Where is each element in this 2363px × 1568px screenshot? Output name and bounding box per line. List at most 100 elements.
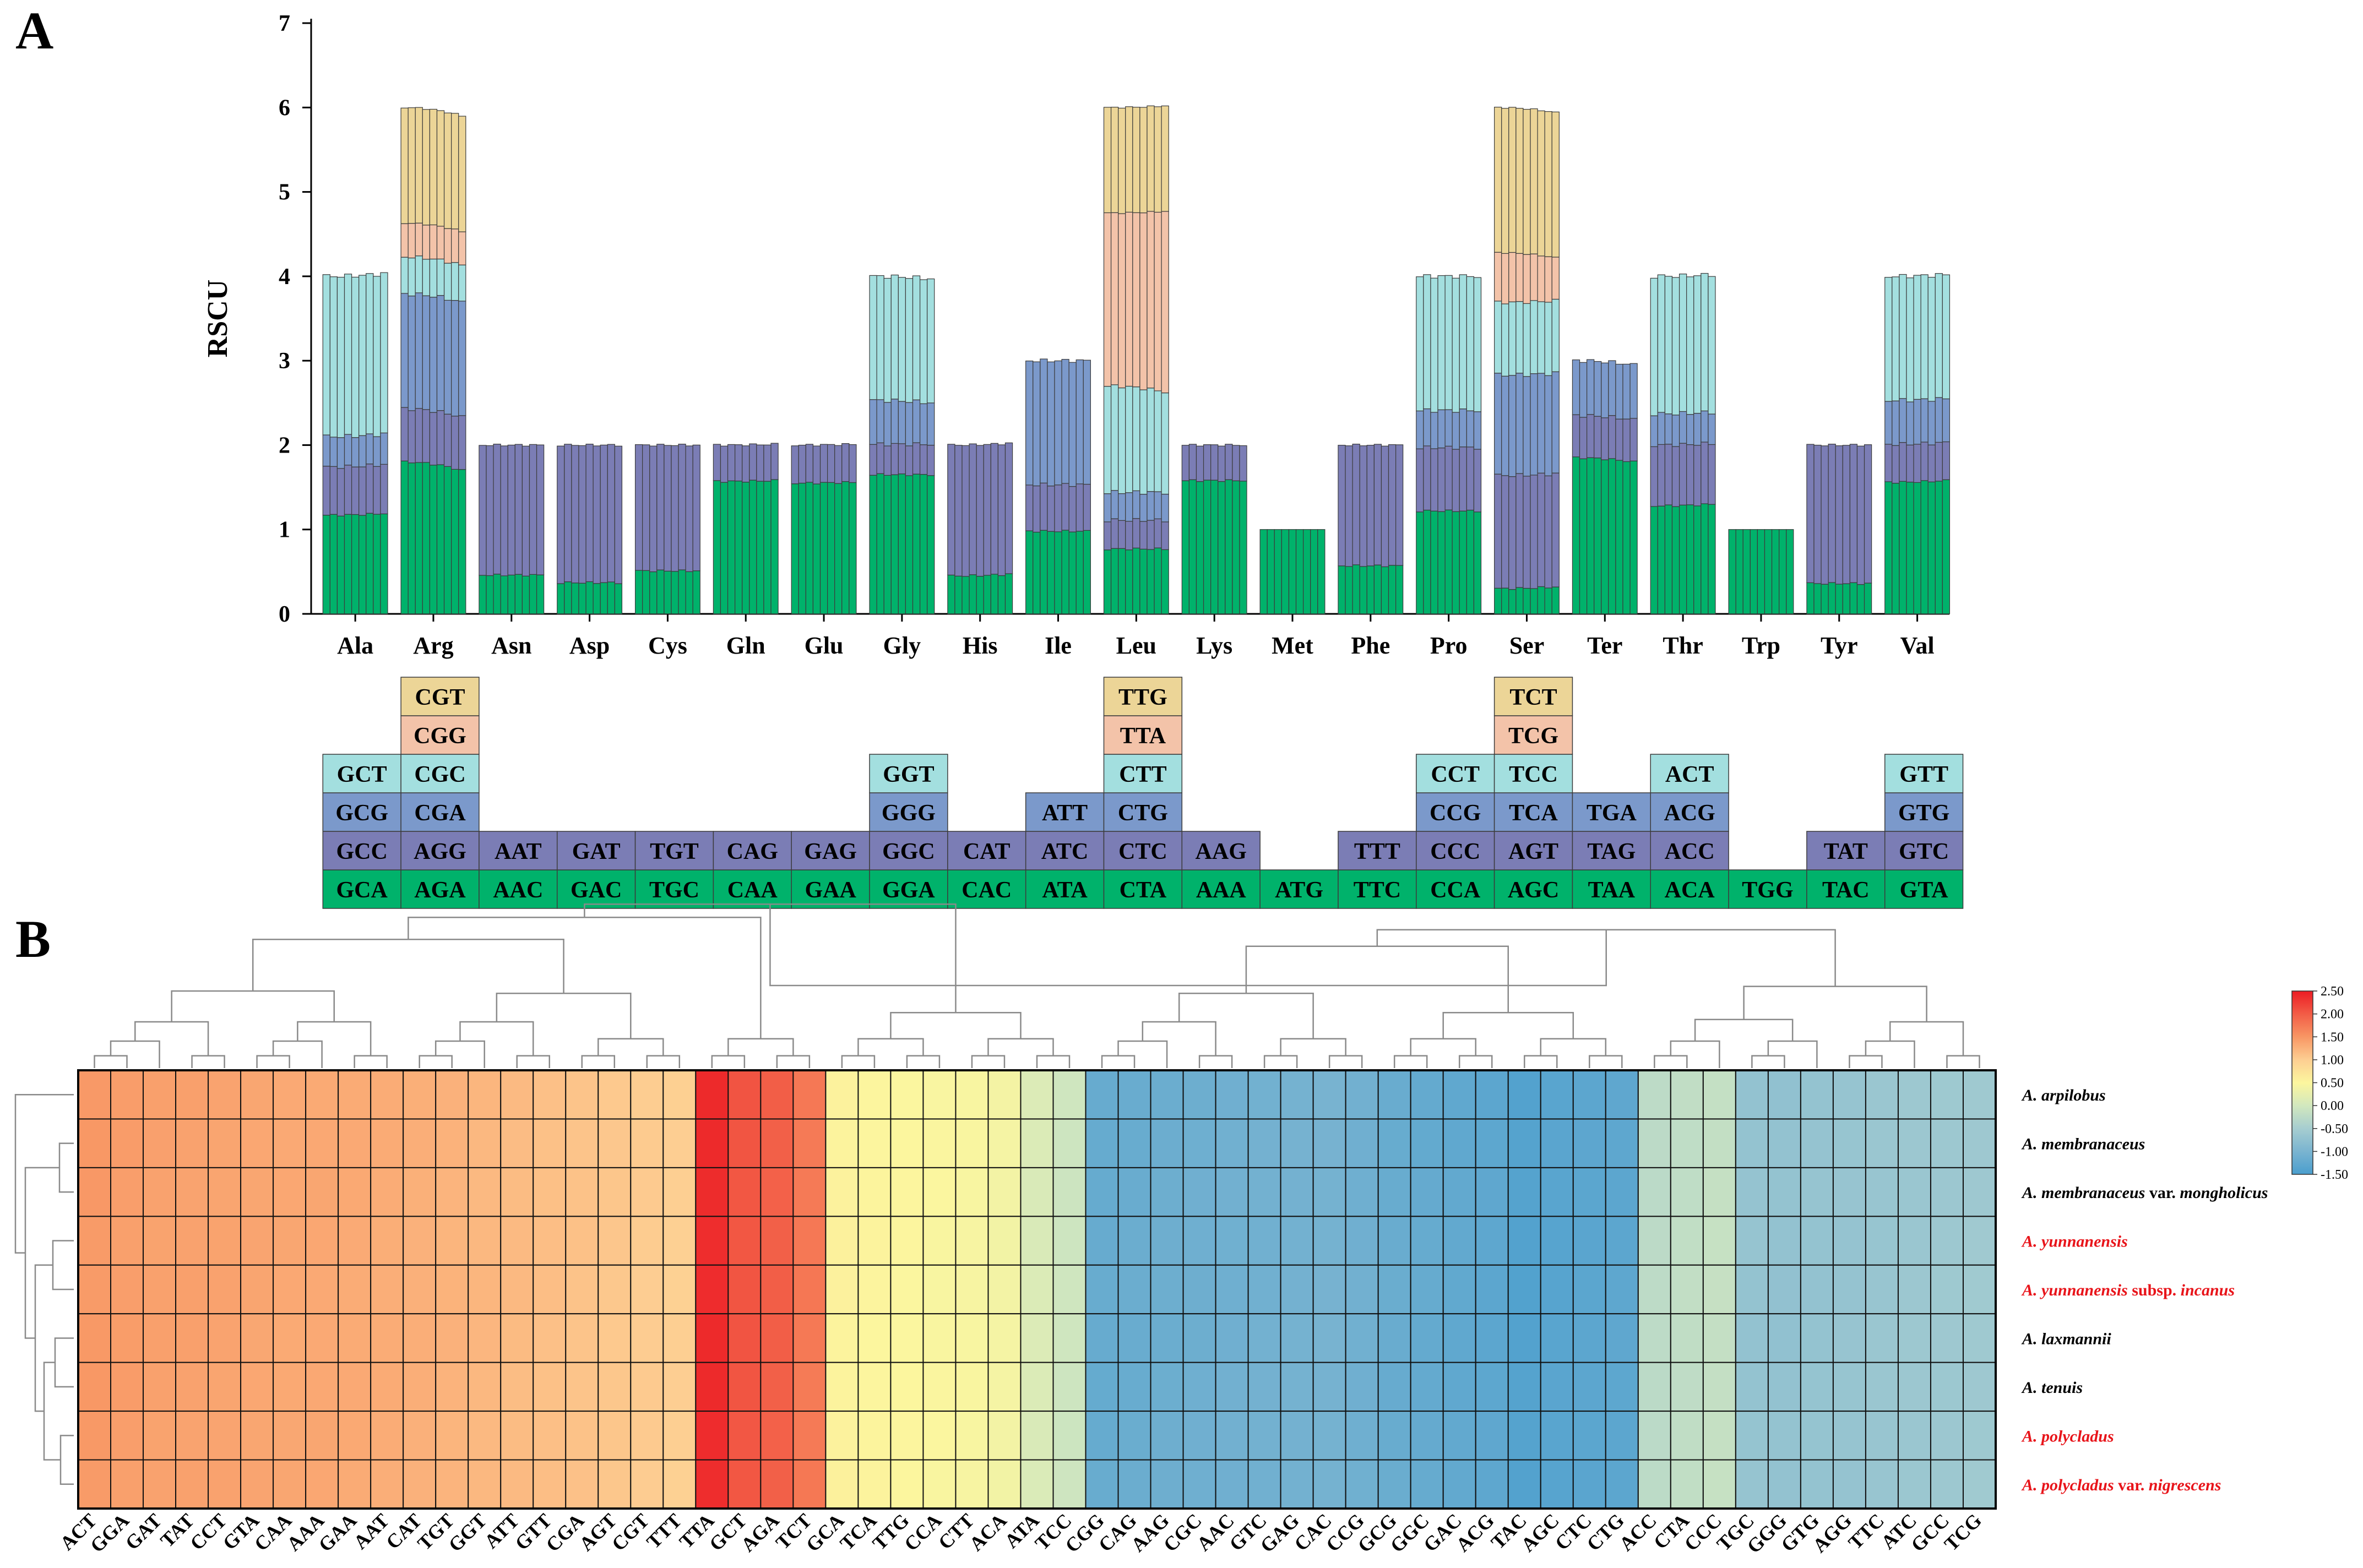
- codon-cell: [1181, 869, 1261, 909]
- codon-cell-label: GTC: [1899, 839, 1949, 864]
- bar-segment: [890, 399, 899, 444]
- heatmap-cell: [1637, 1411, 1671, 1461]
- bar-segment: [436, 410, 445, 465]
- heatmap-cell: [338, 1118, 372, 1168]
- bar-segment: [443, 263, 452, 301]
- bar-segment: [1161, 549, 1169, 614]
- bar-segment: [1103, 386, 1112, 494]
- row-label: A. polycladus: [2021, 1427, 2114, 1445]
- codon-cell-label: TAT: [1824, 839, 1868, 864]
- bar-segment: [1523, 303, 1531, 377]
- heatmap-cell: [533, 1264, 567, 1315]
- heatmap-cell: [1800, 1118, 1834, 1168]
- bar-segment: [1139, 548, 1148, 614]
- bar-segment: [1147, 105, 1155, 212]
- bar-segment: [1601, 417, 1609, 460]
- heatmap-cell: [208, 1118, 242, 1168]
- heatmap-cell: [1345, 1411, 1379, 1461]
- heatmap-cell: [500, 1313, 534, 1363]
- bar-segment: [656, 444, 665, 570]
- heatmap-cell: [1670, 1216, 1704, 1266]
- bar-segment: [1913, 444, 1921, 483]
- heatmap-cell: [857, 1264, 892, 1315]
- bar-segment: [819, 482, 828, 614]
- bar-segment: [1083, 530, 1091, 614]
- bar-segment: [1494, 373, 1502, 475]
- bar-segment: [671, 445, 679, 572]
- bar-segment: [451, 300, 459, 417]
- heatmap-cell: [1020, 1118, 1054, 1168]
- heatmap-cell: [1897, 1459, 1931, 1510]
- bar-segment: [812, 445, 821, 484]
- codon-cell: [1572, 869, 1652, 909]
- heatmap-cell: [500, 1459, 534, 1510]
- bar-segment: [366, 464, 374, 514]
- heatmap-cell: [273, 1264, 307, 1315]
- codon-cell: [1493, 715, 1573, 755]
- bar-segment: [1416, 511, 1424, 614]
- x-tick-label: Pro: [1430, 632, 1468, 659]
- bar-segment: [1884, 481, 1893, 614]
- bar-segment: [1899, 398, 1907, 443]
- heatmap-cell: [110, 1216, 144, 1266]
- heatmap-cell: [1215, 1167, 1249, 1217]
- bar-segment: [1310, 529, 1318, 614]
- heatmap-cell: [1605, 1216, 1639, 1266]
- heatmap-cell: [208, 1264, 242, 1315]
- heatmap-cell: [1442, 1264, 1476, 1315]
- bar-segment: [1452, 511, 1460, 614]
- codon-cell: [1884, 792, 1964, 832]
- heatmap-cell: [143, 1411, 177, 1461]
- bar-segment: [1125, 106, 1133, 213]
- row-dendrogram-branch: [14, 1093, 74, 1254]
- codon-cell-label: GCC: [336, 839, 388, 864]
- heatmap-cell: [1507, 1313, 1541, 1363]
- bar-segment: [1708, 504, 1716, 614]
- heatmap-cell: [1540, 1070, 1574, 1120]
- bar-segment: [557, 445, 565, 584]
- bar-segment: [1657, 505, 1666, 614]
- heatmap-cell: [403, 1167, 437, 1217]
- bar-segment: [827, 444, 835, 483]
- heatmap-cell: [955, 1411, 989, 1461]
- heatmap-cell: [662, 1264, 697, 1315]
- bar-segment: [329, 437, 338, 467]
- bar-segment: [1154, 547, 1162, 614]
- codon-cell: [1806, 869, 1886, 909]
- heatmap-cell: [1962, 1362, 1997, 1412]
- codon-cell: [1884, 869, 1964, 909]
- bar-segment: [1110, 490, 1119, 519]
- heatmap-cell: [533, 1313, 567, 1363]
- heatmap-cell: [468, 1070, 502, 1120]
- bar-segment: [479, 575, 487, 614]
- heatmap-cell: [1962, 1313, 1997, 1363]
- heatmap-cell: [1215, 1216, 1249, 1266]
- codon-cell-label: GAG: [804, 839, 857, 864]
- bar-segment: [415, 408, 423, 463]
- colorbar-tick-label: -0.50: [2321, 1122, 2348, 1136]
- heatmap-cell: [1085, 1411, 1119, 1461]
- row-label-part: incanus: [2181, 1281, 2235, 1299]
- heatmap-cell: [1377, 1459, 1411, 1510]
- bar-segment: [322, 466, 330, 516]
- bar-segment: [1125, 549, 1133, 614]
- heatmap-cell: [1345, 1459, 1379, 1510]
- codon-cell: [1572, 792, 1652, 832]
- bar-segment: [1473, 449, 1482, 513]
- bar-segment: [1147, 491, 1155, 521]
- bar-segment: [607, 444, 615, 582]
- bar-segment: [1544, 587, 1552, 614]
- heatmap-cell: [597, 1167, 632, 1217]
- heatmap-cell: [1702, 1459, 1736, 1510]
- heatmap-cell: [273, 1362, 307, 1412]
- x-tick-label: Glu: [805, 632, 844, 659]
- heatmap-cell: [1962, 1216, 1997, 1266]
- heatmap-cell: [1962, 1411, 1997, 1461]
- x-tick-label: His: [963, 632, 998, 659]
- heatmap-cell: [1312, 1167, 1346, 1217]
- bar-segment: [1395, 444, 1404, 566]
- heatmap-cell: [955, 1070, 989, 1120]
- bar-segment: [1501, 303, 1509, 377]
- heatmap-cell: [1800, 1264, 1834, 1315]
- codon-cell-label: CGT: [415, 685, 465, 710]
